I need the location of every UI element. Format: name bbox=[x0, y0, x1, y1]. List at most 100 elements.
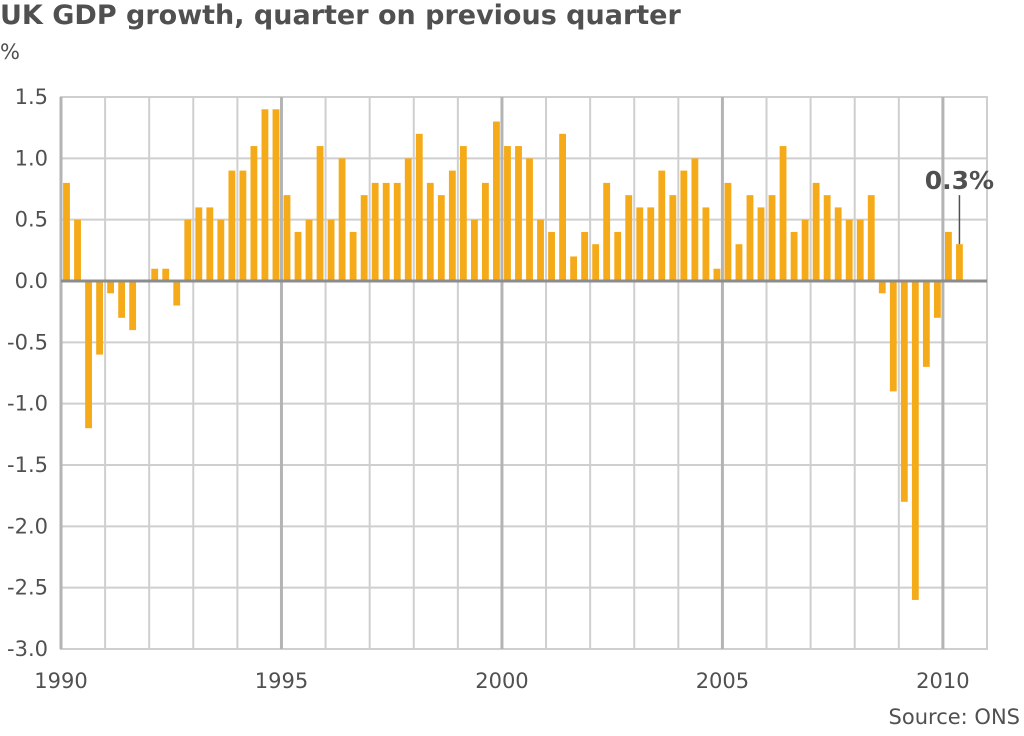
gdp-bar bbox=[537, 219, 544, 281]
gdp-bar bbox=[239, 170, 247, 281]
gdp-bar bbox=[889, 281, 897, 392]
gdp-bar bbox=[570, 256, 578, 281]
gdp-bar bbox=[173, 281, 181, 306]
gdp-bar bbox=[867, 195, 875, 281]
x-tick-label: 1995 bbox=[255, 669, 308, 693]
gdp-bar bbox=[426, 182, 434, 281]
x-tick-label: 2010 bbox=[916, 669, 969, 693]
y-tick-label: -3.0 bbox=[7, 637, 48, 661]
gdp-bar bbox=[85, 281, 92, 429]
gdp-bar bbox=[96, 281, 103, 355]
y-tick-label: -2.5 bbox=[7, 576, 48, 600]
y-tick-label: 1.0 bbox=[15, 146, 48, 170]
gdp-bar bbox=[603, 182, 611, 281]
x-tick-label: 2005 bbox=[696, 669, 749, 693]
annotation-label: 0.3% bbox=[925, 166, 994, 195]
gdp-bar bbox=[74, 219, 81, 281]
gdp-bar bbox=[415, 133, 423, 281]
gdp-bar bbox=[118, 281, 126, 318]
gdp-bar bbox=[382, 182, 390, 281]
gdp-bar bbox=[735, 244, 743, 281]
gdp-bar bbox=[845, 219, 853, 281]
gdp-bar bbox=[856, 219, 864, 281]
gdp-bar bbox=[548, 231, 555, 281]
gdp-bar bbox=[294, 231, 302, 281]
gdp-bar bbox=[437, 195, 445, 281]
gdp-bar bbox=[129, 281, 137, 331]
gdp-bar bbox=[669, 195, 677, 281]
gdp-bar bbox=[261, 109, 269, 282]
gdp-bar bbox=[283, 195, 291, 281]
gdp-bar bbox=[922, 281, 930, 367]
gdp-bar bbox=[151, 268, 159, 281]
gdp-bar bbox=[680, 170, 688, 281]
gdp-bar bbox=[581, 231, 589, 281]
gdp-bar bbox=[228, 170, 236, 281]
gdp-bar bbox=[316, 146, 324, 281]
tick-labels: 1.5 1.0 0.5 0.0 -0.5 -1.0 -1.5 -2.0 -2.5 -3.0 1990… bbox=[7, 85, 970, 693]
gdp-bar bbox=[272, 109, 280, 282]
y-tick-label: -2.0 bbox=[7, 514, 48, 538]
grid bbox=[59, 96, 988, 650]
gdp-bar bbox=[371, 182, 379, 281]
gdp-bar bbox=[801, 219, 809, 281]
gdp-bar bbox=[206, 207, 214, 281]
gdp-bar bbox=[956, 244, 963, 281]
gdp-bar bbox=[217, 219, 225, 281]
gdp-bar bbox=[162, 268, 170, 281]
y-tick-label: -0.5 bbox=[7, 330, 48, 354]
gdp-bar bbox=[592, 244, 600, 281]
gdp-bar bbox=[493, 121, 500, 281]
x-tick-label: 1990 bbox=[34, 669, 87, 693]
gdp-bar bbox=[482, 182, 489, 281]
gdp-bar bbox=[647, 207, 655, 281]
gdp-bar bbox=[393, 182, 401, 281]
gdp-bar bbox=[945, 231, 952, 281]
gdp-bar bbox=[614, 231, 622, 281]
gdp-bar bbox=[195, 207, 203, 281]
gdp-bar bbox=[327, 219, 335, 281]
y-tick-label: 0.5 bbox=[15, 208, 48, 232]
gdp-bar bbox=[713, 268, 721, 281]
gdp-bar bbox=[504, 146, 511, 281]
gdp-bar bbox=[823, 195, 831, 281]
gdp-bar bbox=[63, 182, 70, 281]
gdp-bar bbox=[360, 195, 368, 281]
gdp-bar bbox=[779, 146, 787, 281]
y-tick-label: 0.0 bbox=[15, 269, 48, 293]
x-tick-label: 2000 bbox=[475, 669, 528, 693]
gdp-bar bbox=[184, 219, 192, 281]
gdp-bar bbox=[911, 281, 919, 600]
gdp-bar bbox=[448, 170, 456, 281]
bars bbox=[63, 109, 963, 600]
gdp-bar bbox=[515, 146, 522, 281]
source-note: Source: ONS bbox=[888, 705, 1020, 729]
gdp-bar bbox=[470, 219, 478, 281]
gdp-bar bbox=[691, 158, 699, 281]
gdp-bar bbox=[790, 231, 798, 281]
gdp-bar bbox=[757, 207, 765, 281]
plot-border bbox=[60, 96, 988, 650]
gdp-bar bbox=[526, 158, 533, 281]
gdp-bar bbox=[250, 146, 258, 281]
chart-title: UK GDP growth, quarter on previous quart… bbox=[0, 0, 681, 31]
gdp-bar bbox=[305, 219, 313, 281]
gdp-bar bbox=[404, 158, 412, 281]
gdp-bar bbox=[338, 158, 346, 281]
gdp-bar bbox=[933, 281, 941, 318]
gdp-bar bbox=[459, 146, 467, 281]
gdp-bar bbox=[107, 281, 115, 294]
gdp-bar bbox=[834, 207, 842, 281]
gdp-bar bbox=[702, 207, 710, 281]
gdp-bar bbox=[746, 195, 754, 281]
gdp-bar bbox=[658, 170, 666, 281]
y-tick-label: 1.5 bbox=[15, 85, 48, 109]
gdp-bar bbox=[768, 195, 776, 281]
gdp-bar bbox=[636, 207, 644, 281]
y-tick-label: -1.0 bbox=[7, 392, 48, 416]
gdp-bar-chart: 1.5 1.0 0.5 0.0 -0.5 -1.0 -1.5 -2.0 -2.5 -3.0 1990… bbox=[7, 85, 994, 693]
gdp-bar bbox=[900, 281, 908, 502]
gdp-bar bbox=[724, 182, 732, 281]
gdp-bar bbox=[812, 182, 820, 281]
gdp-bar bbox=[559, 133, 566, 281]
